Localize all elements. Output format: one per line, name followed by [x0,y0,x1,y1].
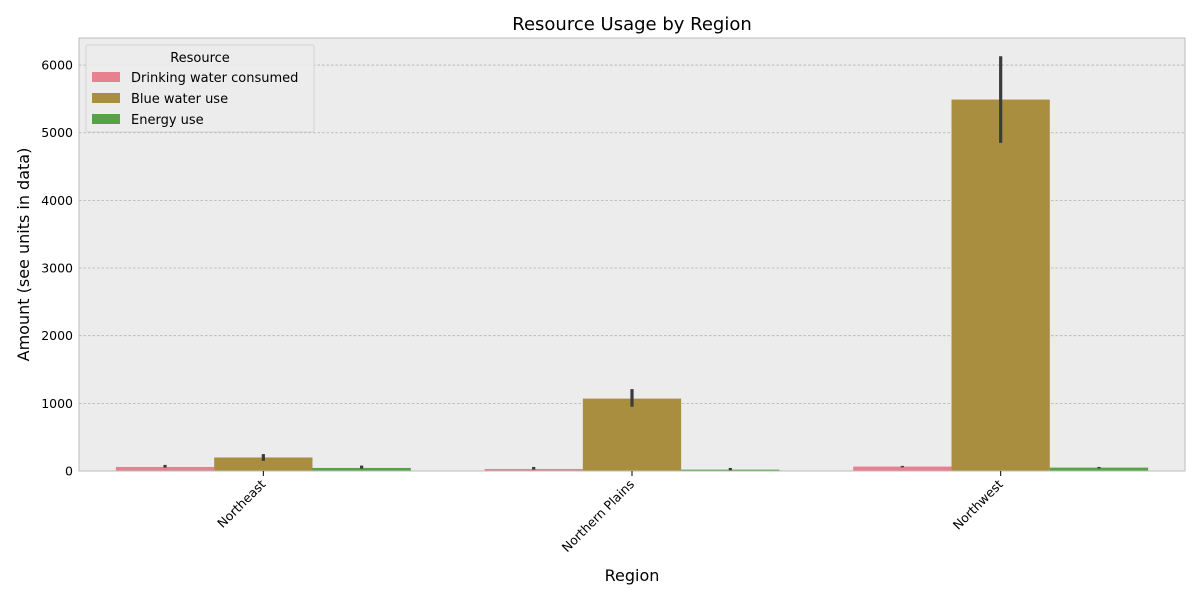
bar [484,468,583,471]
legend-label: Blue water use [131,92,228,107]
legend-label: Drinking water consumed [131,71,298,86]
x-tick-label: Northeast [214,476,268,530]
y-tick-label: 6000 [41,58,73,73]
y-ticks: 0 1000 2000 3000 4000 5000 6000 [41,58,73,479]
legend: Resource Drinking water consumed Blue wat… [85,44,315,133]
bar [853,466,952,471]
y-tick-label: 4000 [41,193,73,208]
bar [582,398,682,471]
y-axis-title: Amount (see units in data) [14,148,33,362]
y-tick-label: 3000 [41,261,73,276]
x-ticks: Northeast Northern Plains Northwest [214,471,1006,555]
bar [115,466,215,471]
y-tick-label: 2000 [41,328,73,343]
error-bars [163,56,1101,471]
bar [312,467,411,471]
legend-label: Energy use [131,113,204,128]
x-axis-title: Region [605,566,660,585]
x-tick-label: Northwest [950,476,1006,532]
chart-title: Resource Usage by Region [512,14,752,35]
legend-swatch [92,114,120,124]
legend-box [85,44,315,133]
bar [214,457,313,471]
bar [1049,467,1149,471]
legend-swatch [92,93,120,103]
legend-items: Drinking water consumed Blue water use Ene… [92,71,298,128]
y-tick-label: 5000 [41,125,73,140]
bars [115,99,1149,471]
y-tick-label: 1000 [41,396,73,411]
legend-title: Resource [170,51,230,66]
bar [951,99,1050,471]
legend-swatch [92,72,120,82]
x-tick-label: Northern Plains [559,477,638,556]
y-tick-label: 0 [65,464,73,479]
